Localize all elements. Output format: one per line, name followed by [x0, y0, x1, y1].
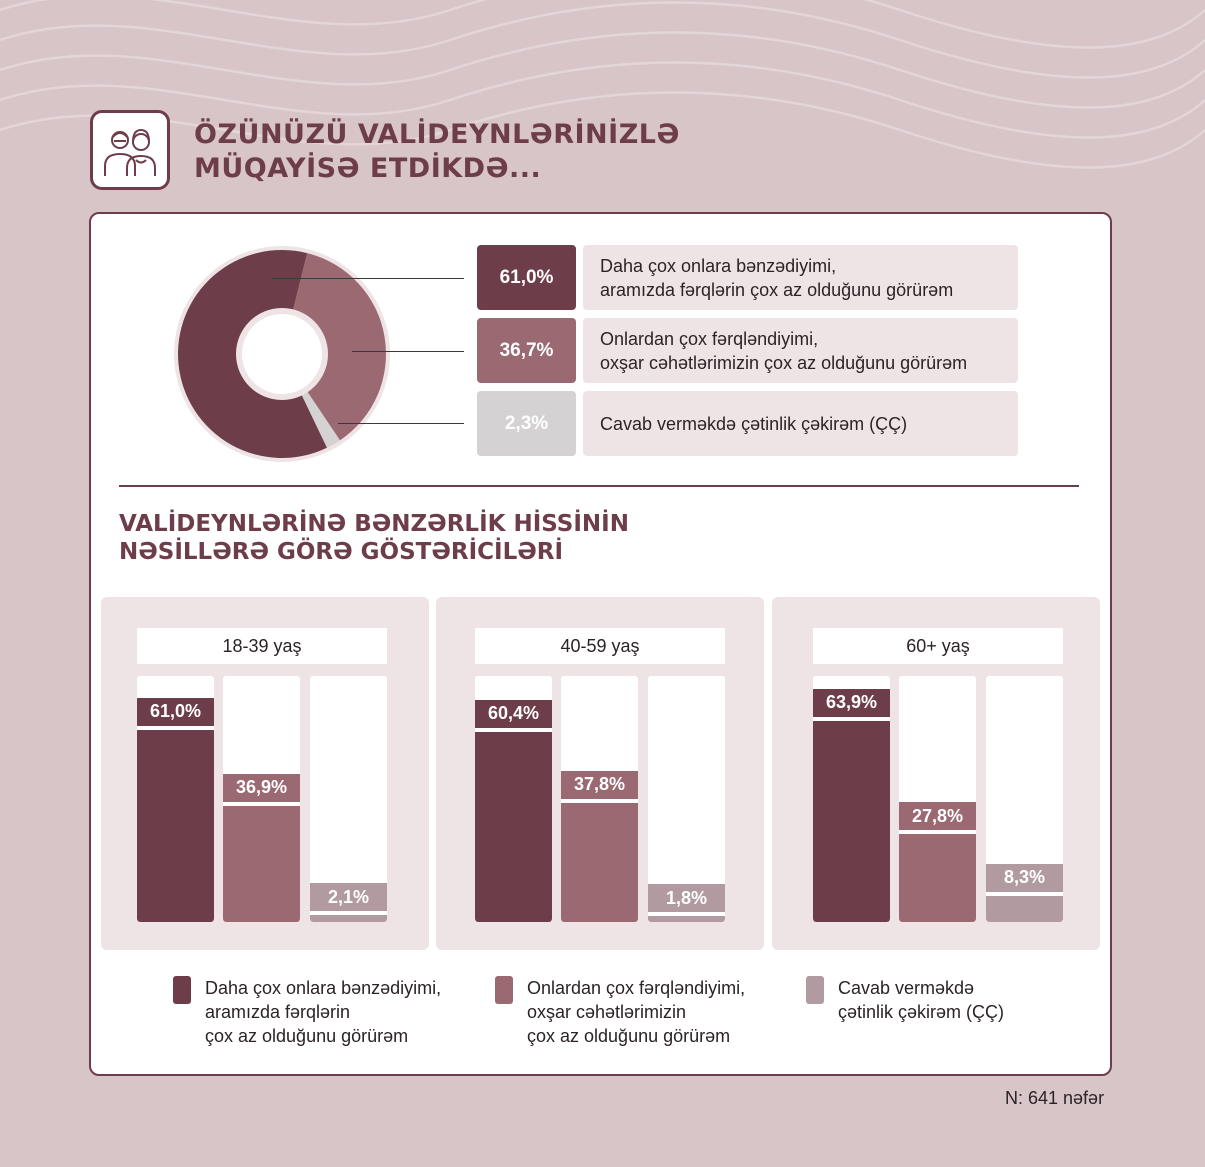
bar-label-40-59-different: 37,8%	[561, 770, 638, 799]
bar-18-39-similar	[137, 729, 214, 922]
bar-track: 37,8%	[561, 676, 638, 922]
legend-text: Cavab verməkdə	[838, 978, 975, 998]
bar-18-39-different	[223, 805, 300, 922]
bar-track: 36,9%	[223, 676, 300, 922]
section-title: VALİDEYNLƏRİNƏ BƏNZƏRLİK HİSSİNİN NƏSİLL…	[119, 510, 819, 566]
legend-item-dk: Cavab verməkdə çətinlik çəkirəm (ÇÇ)	[806, 976, 1004, 1024]
bar-label-18-39-different: 36,9%	[223, 773, 300, 802]
bar-track: 1,8%	[648, 676, 725, 922]
title-line-1: ÖZÜNÜZÜ VALİDEYNLƏRİNİZLƏ	[194, 119, 680, 150]
legend-text: çox az olduğunu görürəm	[205, 1026, 409, 1046]
bar-label-18-39-dk: 2,1%	[310, 883, 387, 912]
bar-track: 61,0%	[137, 676, 214, 922]
age-panel-40-59: 40-59 yaş 60,4% 37,8% 1,8%	[436, 597, 764, 950]
donut-hole	[242, 314, 322, 394]
bar-track: 8,3%	[986, 676, 1063, 922]
leader-line-3	[338, 423, 464, 424]
bar-60-plus-similar	[813, 720, 890, 922]
legend-text: aramızda fərqlərin	[205, 1002, 351, 1022]
bar-track: 60,4%	[475, 676, 552, 922]
bar-60-plus-different	[899, 834, 976, 922]
title-line-2: MÜQAYİSƏ ETDİKDƏ...	[194, 153, 542, 184]
overall-label-similar: Daha çox onlara bənzədiyimi, aramızda fər…	[583, 245, 1018, 310]
overall-label-dk-line1: Cavab verməkdə çətinlik çəkirəm (ÇÇ)	[600, 413, 908, 434]
bar-label-60-plus-dk: 8,3%	[986, 863, 1063, 892]
legend-text: çox az olduğunu görürəm	[527, 1026, 731, 1046]
legend-swatch-dark	[173, 976, 191, 1004]
bar-40-59-different	[561, 802, 638, 922]
age-label-18-39: 18-39 yaş	[137, 628, 387, 664]
overall-label-different: Onlardan çox fərqləndiyimi, oxşar cəhətlə…	[583, 318, 1018, 383]
bar-60-plus-dk	[986, 895, 1063, 922]
donut-slice-different	[282, 253, 387, 441]
page-title: ÖZÜNÜZÜ VALİDEYNLƏRİNİZLƏ MÜQAYİSƏ ETDİK…	[194, 118, 754, 186]
bar-18-39-dk	[310, 915, 387, 922]
legend-item-different: Onlardan çox fərqləndiyimi, oxşar cəhətlə…	[495, 976, 745, 1048]
legend-text: Onlardan çox fərqləndiyimi,	[527, 978, 746, 998]
age-panel-60-plus: 60+ yaş 63,9% 27,8% 8,3%	[772, 597, 1100, 950]
legend-text: oxşar cəhətlərimizin	[527, 1002, 687, 1022]
elderly-couple-icon	[90, 110, 170, 190]
age-label-60-plus: 60+ yaş	[813, 628, 1063, 664]
overall-label-different-line2: oxşar cəhətlərimizin çox az olduğunu gör…	[600, 352, 968, 373]
bar-track: 2,1%	[310, 676, 387, 922]
leader-line-1	[272, 278, 464, 279]
overall-label-similar-line1: Daha çox onlara bənzədiyimi,	[600, 255, 837, 276]
section-title-line-2: NƏSİLLƏRƏ GÖRƏ GÖSTƏRİCİLƏRİ	[119, 539, 564, 565]
bar-40-59-dk	[648, 916, 725, 922]
bar-track: 63,9%	[813, 676, 890, 922]
bar-track: 27,8%	[899, 676, 976, 922]
section-title-line-1: VALİDEYNLƏRİNƏ BƏNZƏRLİK HİSSİNİN	[119, 511, 629, 537]
legend-text: Daha çox onlara bənzədiyimi,	[205, 978, 442, 998]
overall-label-different-line1: Onlardan çox fərqləndiyimi,	[600, 328, 819, 349]
overall-label-dk: Cavab verməkdə çətinlik çəkirəm (ÇÇ)	[583, 391, 1018, 456]
legend-text: çətinlik çəkirəm (ÇÇ)	[838, 1002, 1005, 1022]
section-divider	[119, 485, 1079, 487]
bar-label-60-plus-similar: 63,9%	[813, 688, 890, 717]
overall-pct-different: 36,7%	[477, 318, 576, 383]
sample-size-note: N: 641 nəfər	[1005, 1088, 1105, 1108]
bar-label-40-59-similar: 60,4%	[475, 699, 552, 728]
overall-pct-dk: 2,3%	[477, 391, 576, 456]
wave-pattern-background	[0, 0, 1205, 169]
bar-label-60-plus-different: 27,8%	[899, 802, 976, 831]
age-panel-18-39: 18-39 yaş 61,0% 36,9% 2,1%	[101, 597, 429, 950]
donut-chart	[174, 246, 390, 462]
bar-label-18-39-similar: 61,0%	[137, 697, 214, 726]
age-label-40-59: 40-59 yaş	[475, 628, 725, 664]
overall-label-similar-line2: aramızda fərqlərin çox az olduğunu görür…	[600, 279, 954, 300]
leader-line-2	[352, 351, 464, 352]
bar-40-59-similar	[475, 731, 552, 922]
overall-pct-similar: 61,0%	[477, 245, 576, 310]
legend-item-similar: Daha çox onlara bənzədiyimi, aramızda fər…	[173, 976, 441, 1048]
bar-label-40-59-dk: 1,8%	[648, 884, 725, 913]
legend-swatch-light	[806, 976, 824, 1004]
legend-swatch-medium	[495, 976, 513, 1004]
